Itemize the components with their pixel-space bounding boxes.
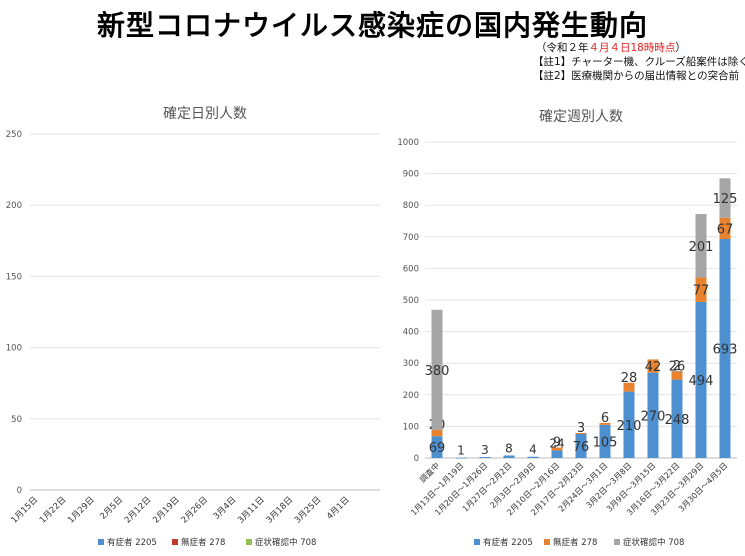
y-tick-label: 0: [17, 486, 22, 496]
data-label: 3: [481, 443, 489, 457]
y-tick-label: 700: [403, 233, 419, 243]
y-tick-label: 800: [403, 201, 419, 211]
data-label: 248: [665, 413, 690, 428]
as-of-note: （令和２年４月４日18時時点）: [536, 42, 686, 54]
y-tick-label: 50: [11, 415, 22, 425]
y-tick-label: 250: [6, 130, 22, 140]
data-label: 201: [689, 240, 714, 255]
y-tick-label: 400: [403, 328, 419, 338]
bar-segment: [623, 382, 635, 392]
data-label: 2: [673, 359, 681, 374]
bar-segment: [527, 456, 539, 458]
legend-swatch: [172, 539, 178, 545]
legend-label: 無症者 278: [553, 537, 597, 548]
y-tick-label: 100: [6, 344, 22, 354]
data-label: 210: [617, 419, 642, 434]
data-label: 270: [641, 409, 666, 424]
data-label: 26: [669, 359, 686, 374]
legend-label: 有症者 2205: [483, 537, 533, 548]
chart-title: 確定週別人数: [539, 109, 623, 125]
data-label: 380: [425, 364, 450, 379]
y-tick-label: 150: [6, 272, 22, 282]
legend-label: 症状確認中 708: [623, 537, 684, 548]
note-1: 【註1】チャーター機、クルーズ船案件は除く: [533, 56, 745, 68]
bar-segment: [719, 217, 731, 240]
bar-segment: [431, 429, 443, 437]
bar-segment: [551, 447, 563, 451]
bar-segment: [551, 450, 563, 458]
data-label: 6: [601, 411, 609, 426]
legend-swatch: [474, 539, 480, 545]
y-tick-label: 200: [6, 201, 22, 211]
data-label: 67: [717, 222, 734, 237]
bar-segment: [695, 301, 707, 458]
page-title: 新型コロナウイルス感染症の国内発生動向: [96, 9, 648, 42]
data-label: 9: [553, 436, 561, 451]
data-label: 1: [457, 444, 465, 458]
bar-segment: [647, 359, 659, 373]
bar-segment: [575, 433, 587, 458]
bar-segment: [599, 422, 611, 425]
y-tick-label: 1000: [397, 138, 419, 148]
data-label: 3: [577, 421, 585, 436]
data-label: 494: [689, 374, 714, 389]
legend-label: 無症者 278: [181, 537, 225, 548]
data-label: 28: [621, 371, 638, 386]
data-label: 77: [693, 284, 710, 299]
legend-swatch: [614, 539, 620, 545]
bar-segment: [671, 370, 683, 372]
data-label: 8: [505, 441, 513, 455]
note-2: 【註2】医療機関からの届出情報との突合前: [533, 70, 740, 82]
bar-segment: [431, 436, 443, 458]
data-label: 76: [573, 440, 590, 455]
data-label: 24: [549, 436, 564, 450]
bar-segment: [647, 372, 659, 458]
data-label: 69: [429, 441, 446, 456]
bar-segment: [575, 433, 587, 434]
data-label: 105: [593, 435, 618, 450]
bar-segment: [671, 371, 683, 380]
x-tick-label: 調査中: [417, 460, 441, 484]
y-tick-label: 200: [403, 391, 419, 401]
bar-segment: [695, 277, 707, 302]
bar-segment: [695, 214, 707, 278]
bar-segment: [431, 309, 443, 430]
data-label: 42: [645, 360, 662, 375]
y-tick-label: 100: [403, 422, 419, 432]
bar-segment: [719, 239, 731, 458]
bar-segment: [455, 457, 467, 459]
y-tick-label: 900: [403, 170, 419, 180]
legend-swatch: [98, 539, 104, 545]
y-tick-label: 500: [403, 296, 419, 306]
data-label: 125: [713, 192, 738, 207]
legend-swatch: [544, 539, 550, 545]
y-tick-label: 300: [403, 359, 419, 369]
legend-label: 症状確認中 708: [255, 537, 316, 548]
data-label: 693: [713, 343, 738, 358]
bar-segment: [623, 391, 635, 458]
data-label: 4: [529, 443, 537, 457]
y-tick-label: 600: [403, 264, 419, 274]
bar-segment: [671, 379, 683, 458]
bar-segment: [503, 455, 515, 458]
y-tick-label: 0: [414, 454, 419, 464]
bar-segment: [599, 424, 611, 458]
bar-segment: [719, 178, 731, 218]
bar-segment: [479, 457, 491, 458]
legend-swatch: [246, 539, 252, 545]
chart-title: 確定日別人数: [163, 106, 247, 122]
legend-label: 有症者 2205: [107, 537, 157, 548]
